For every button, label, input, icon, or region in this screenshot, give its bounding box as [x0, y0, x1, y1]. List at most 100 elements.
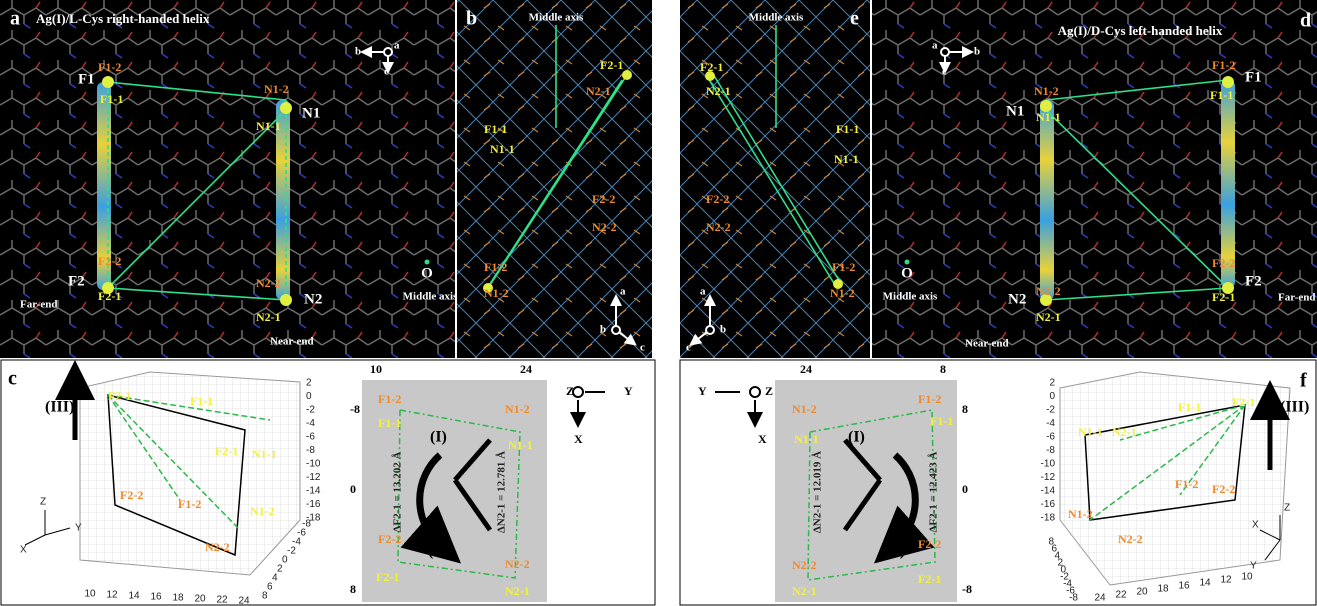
label: 12	[1220, 575, 1232, 586]
label: 10	[1241, 572, 1253, 583]
label: N1-2	[264, 82, 289, 96]
label: Far-end	[1278, 292, 1315, 304]
label: -8	[350, 402, 360, 416]
label: 18	[1157, 584, 1169, 595]
label: N1-1	[1036, 110, 1061, 124]
label: F2-1	[600, 58, 623, 72]
label: X	[574, 432, 583, 446]
label: F2-1	[918, 572, 941, 586]
label: ΔN2-1 = 12.781 Å	[496, 451, 508, 533]
label: (I)	[848, 429, 865, 446]
label: c	[640, 342, 645, 354]
label: Middle axis	[529, 12, 584, 24]
label: F2	[68, 273, 85, 289]
label: F2-1	[1232, 395, 1255, 409]
label: a	[932, 40, 938, 52]
label: X	[20, 545, 27, 556]
label: F2-1	[700, 60, 723, 74]
helix	[1040, 100, 1054, 300]
label: -14	[306, 486, 321, 497]
label: N2-2	[1118, 532, 1143, 546]
label: F1-2	[178, 497, 201, 511]
label: 10	[84, 589, 96, 600]
label: N2-2	[256, 276, 281, 290]
label: -16	[306, 499, 321, 510]
label: N1	[302, 105, 320, 121]
label: N2-2	[505, 557, 530, 571]
label: F2-2	[378, 532, 401, 546]
label: Y	[698, 384, 707, 398]
label: N2	[1008, 291, 1026, 307]
label: (II)	[882, 543, 905, 560]
label: F1-1	[190, 394, 213, 408]
label: b	[974, 46, 980, 58]
label: F1-2	[918, 392, 941, 406]
label: 16	[150, 592, 162, 603]
label: 8	[940, 362, 946, 376]
label: Near-end	[270, 336, 314, 348]
label: -8	[306, 445, 315, 456]
label: a	[394, 40, 400, 52]
label: N1-2	[830, 286, 855, 300]
label: N1-1	[834, 152, 859, 166]
label: F2-2	[1212, 482, 1235, 496]
label: F1-1	[930, 414, 953, 428]
label: 22	[216, 595, 228, 606]
label: Y	[75, 523, 82, 534]
label: -4	[306, 418, 315, 429]
label: N2-2	[1036, 284, 1061, 298]
label: 8	[1048, 537, 1054, 548]
label: -16	[1041, 499, 1056, 510]
label: N1-1	[252, 447, 277, 461]
label: Y	[624, 384, 633, 398]
label: 0	[1049, 391, 1055, 402]
label: -2	[306, 405, 315, 416]
label: F2-2	[98, 254, 121, 268]
label: F2-2	[1212, 256, 1235, 270]
label: X	[758, 432, 767, 446]
label: 2	[306, 378, 312, 389]
label: N1-1	[490, 142, 515, 156]
label: F2-1	[376, 570, 399, 584]
label: f	[1300, 370, 1307, 392]
label: (I)	[430, 429, 447, 446]
label: F1-2	[1175, 477, 1198, 491]
label: 24	[1094, 593, 1106, 604]
label: -6	[306, 432, 315, 443]
label: F2-2	[592, 192, 615, 206]
label: b	[600, 324, 606, 336]
label: Near-end	[965, 338, 1009, 350]
label: Middle axis	[403, 291, 458, 303]
label: -8	[962, 582, 972, 596]
label: (III)	[1280, 399, 1309, 416]
label: Z	[40, 497, 46, 508]
label: F1-2	[1212, 58, 1235, 72]
label: -6	[1046, 432, 1055, 443]
label: c	[942, 66, 947, 78]
label: 0	[350, 482, 356, 496]
label: N2-2	[592, 220, 617, 234]
label: -2	[1046, 405, 1055, 416]
label: F1-2	[832, 260, 855, 274]
label: N1-1	[256, 119, 281, 133]
label: -18	[1041, 513, 1056, 524]
label: 10	[370, 362, 382, 376]
label: N2-1	[256, 310, 281, 324]
label: ΔF2-1 = 13.202 Å	[392, 451, 404, 532]
label: c	[8, 368, 17, 390]
label: F1-1	[1210, 88, 1233, 102]
label: F1-2	[378, 392, 401, 406]
label: F2-2	[918, 537, 941, 551]
label: F2-1	[98, 289, 121, 303]
label: N1-2	[1034, 84, 1059, 98]
label: F1-1	[100, 92, 123, 106]
label: 20	[194, 594, 206, 605]
label: 8	[350, 582, 356, 596]
molecule-pattern	[680, 0, 870, 358]
label: 12	[106, 590, 118, 601]
label: N1-1	[1078, 425, 1103, 439]
label: -10	[1041, 459, 1056, 470]
label: 24	[238, 596, 250, 606]
label: N1	[1006, 103, 1024, 119]
label: O	[421, 265, 433, 281]
